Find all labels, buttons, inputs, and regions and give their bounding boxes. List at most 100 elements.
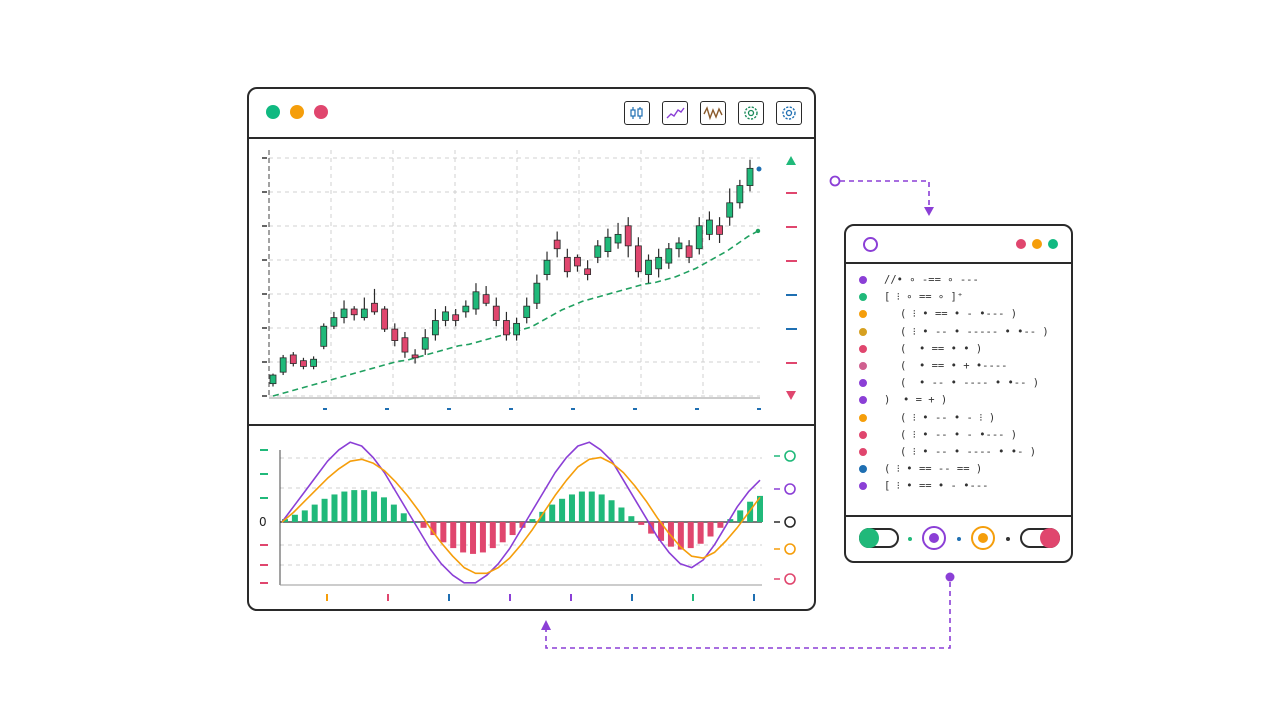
candle-body: [523, 305, 531, 319]
window-maximize-dot[interactable]: [314, 105, 328, 119]
candle-body: [665, 248, 673, 264]
scale-circle-marker: [784, 516, 796, 528]
code-line-marker: [859, 465, 867, 474]
settings-tool-button[interactable]: [776, 101, 802, 125]
histogram-bar: [707, 522, 714, 537]
toggle-on[interactable]: [859, 528, 899, 548]
gear-icon: [744, 106, 758, 120]
connectors: [541, 175, 955, 649]
histogram-bar: [529, 519, 536, 522]
code-line[interactable]: ( • == • + •‑‑‑‑: [846, 358, 1075, 375]
scale-circle-marker: [784, 450, 796, 462]
histogram-bar: [598, 494, 605, 522]
gear-tool-button[interactable]: [738, 101, 764, 125]
candlestick-tool-button[interactable]: [624, 101, 650, 125]
histogram-bar: [667, 522, 674, 547]
code-titlebar: [846, 226, 1071, 264]
code-line-marker: [859, 413, 867, 422]
code-line[interactable]: ( ⁝ • ‑‑ • ‑‑‑‑‑ • •‑‑ ): [846, 324, 1075, 341]
candle-body: [310, 358, 317, 367]
price-scale-markers: [786, 156, 797, 400]
histogram-bar: [539, 511, 546, 522]
histogram-bar: [727, 519, 734, 522]
candle-body: [553, 239, 561, 250]
code-line-marker: [859, 396, 867, 405]
code-minimize-dot[interactable]: [1032, 239, 1042, 249]
connector-arrow-down: [924, 207, 934, 216]
histogram-bar: [420, 522, 427, 528]
code-line[interactable]: ( ⁝ • ‑‑ • ‑ ⁝ ): [846, 410, 1075, 427]
histogram-bar: [697, 522, 704, 544]
candle-body: [401, 337, 409, 353]
code-line-text: //• ∘ ‑== ∘ ‑‑‑: [884, 274, 979, 286]
candle-body: [634, 245, 642, 273]
candle-body: [513, 322, 520, 336]
price-grid: [268, 150, 760, 398]
window-close-dot[interactable]: [266, 105, 280, 119]
code-close-dot[interactable]: [1016, 239, 1026, 249]
candlestick-icon: [630, 107, 643, 119]
histogram-bar: [658, 522, 665, 541]
pane-divider: [249, 424, 814, 426]
candle-body: [340, 308, 348, 319]
candle-body: [442, 311, 449, 321]
candle-body: [360, 308, 368, 319]
candle-body: [421, 337, 429, 350]
line-chart-tool-button[interactable]: [662, 101, 688, 125]
candle-body: [533, 282, 541, 304]
connector-bottom-path: [545, 582, 951, 649]
candle-body: [594, 245, 602, 258]
candle-body: [503, 320, 510, 336]
code-window-icon: [863, 237, 878, 252]
histogram-bar: [509, 522, 516, 536]
code-line-marker: [859, 327, 867, 336]
code-line[interactable]: ( ⁝ • ‑‑ • ‑ •‑‑‑ ): [846, 427, 1075, 444]
code-line[interactable]: ( • == • • ): [846, 341, 1075, 358]
histogram-bar: [519, 522, 526, 528]
histogram-bar: [499, 522, 506, 543]
candle-body: [391, 328, 399, 341]
window-minimize-dot[interactable]: [290, 105, 304, 119]
code-line[interactable]: [ ⁝ ∘ == ∘ ]⁺: [846, 289, 1075, 306]
code-line-text: [ ⁝ ∘ == ∘ ]⁺: [884, 291, 964, 304]
connector-arrow-up: [541, 620, 551, 630]
macd-line: [281, 441, 761, 584]
code-line[interactable]: ( ⁝ • ‑‑ • ‑‑‑‑ • •‑ ): [846, 444, 1075, 461]
candle-body: [624, 225, 632, 247]
code-line-text: ( ⁝ • ‑‑ • ‑‑‑‑ • •‑ ): [900, 446, 1037, 458]
toggle-off[interactable]: [1020, 528, 1060, 548]
histogram-bar: [390, 504, 397, 522]
code-line[interactable]: //• ∘ ‑== ∘ ‑‑‑: [846, 272, 1075, 289]
radio-purple-dot: [929, 533, 939, 543]
radio-orange[interactable]: [971, 526, 995, 550]
histogram-bar: [331, 494, 338, 522]
radio-purple[interactable]: [922, 526, 946, 550]
histogram-bar: [568, 494, 575, 522]
candle-body: [604, 236, 612, 252]
candle-body: [411, 354, 419, 359]
code-line[interactable]: ( ⁝ • == • ‑ •‑‑‑ ): [846, 306, 1075, 323]
code-line[interactable]: [ ⁝ • == • ‑ •‑‑‑: [846, 478, 1075, 495]
histogram-bar: [757, 495, 763, 522]
code-line-text: ) • = + ): [884, 394, 948, 407]
code-line[interactable]: ( • ‑‑ • ‑‑‑‑ • •‑‑ ): [846, 375, 1075, 392]
histogram-bar: [371, 491, 378, 522]
code-line-text: ( ⁝ • ‑‑ • ‑ ⁝ ): [900, 411, 996, 424]
oscillator-tool-button[interactable]: [700, 101, 726, 125]
histogram-bar: [311, 504, 318, 522]
toggle-knob: [1040, 528, 1060, 548]
histogram-bar: [282, 519, 288, 522]
code-line[interactable]: ) • = + ): [846, 392, 1075, 409]
code-line-text: ( • == • • ): [900, 342, 983, 355]
scale-circle-marker: [784, 483, 796, 495]
histogram-bar: [618, 507, 625, 522]
code-line[interactable]: ( ⁝ • == ‑‑ == ): [846, 461, 1075, 478]
code-line-marker: [859, 276, 867, 284]
oscillator-icon: [703, 106, 723, 121]
histogram-bar: [351, 490, 358, 522]
candle-body: [726, 202, 734, 218]
candle-body: [320, 325, 328, 347]
code-maximize-dot[interactable]: [1048, 239, 1058, 249]
histogram-bar: [559, 498, 566, 522]
histogram-bar: [460, 522, 467, 553]
